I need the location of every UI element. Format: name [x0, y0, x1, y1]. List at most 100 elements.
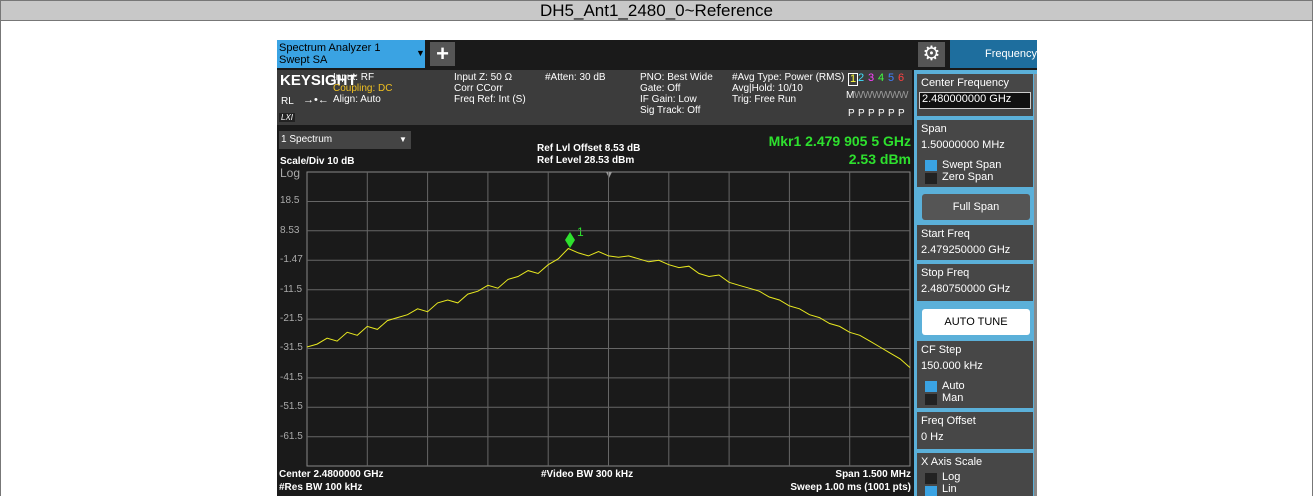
trace-detector: P [848, 108, 855, 119]
trace-number: 2 [858, 72, 865, 84]
cf-step[interactable]: CF Step 150.000 kHz [917, 341, 1033, 377]
option: Zero Span [942, 171, 994, 183]
tab-label: Swept SA [279, 54, 328, 66]
trace-number: 5 [888, 72, 895, 84]
trace-number: 1 [848, 73, 859, 86]
label: Stop Freq [921, 267, 970, 279]
trace-detector: P [898, 108, 905, 119]
x-axis-scale[interactable]: X Axis Scale Log Lin [917, 453, 1033, 496]
trace-number: 6 [898, 72, 905, 84]
trace-type: W [899, 90, 909, 101]
trace-type: W [881, 90, 891, 101]
info-text: #Atten: 30 dB [545, 72, 606, 83]
cf-toggle[interactable]: Auto Man [917, 377, 1033, 408]
option: Swept Span [942, 159, 1002, 171]
info-text: Corr CCorr [454, 83, 503, 94]
trace-type: W [890, 90, 900, 101]
y-tick-label: -1.47 [280, 254, 303, 266]
toggle-on [925, 486, 937, 496]
info-text: PNO: Best Wide [640, 72, 713, 83]
rbw: #Res BW 100 kHz [279, 482, 363, 493]
trace-type: W [872, 90, 882, 101]
frame [0, 20, 1, 496]
stop-freq[interactable]: Stop Freq 2.480750000 GHz [917, 264, 1033, 301]
window-select[interactable]: 1 Spectrum ▼ [279, 131, 411, 149]
y-tick-label: 8.53 [280, 224, 300, 236]
full-span[interactable]: Full Span [922, 194, 1030, 220]
trace-mode: M [846, 90, 855, 101]
log-label: Log [280, 166, 301, 180]
info-text: Coupling: DC [333, 83, 393, 94]
value: 2.480000000 GHz [919, 92, 1031, 109]
y-tick-label: -51.5 [280, 401, 303, 413]
info-bar [277, 70, 912, 125]
info-text: Avg|Hold: 10/10 [732, 83, 803, 94]
center: Center 2.4800000 GHz [279, 469, 384, 480]
dropdown-arrow: ▼ [416, 48, 425, 58]
brand: KEYSIGHT [280, 72, 357, 89]
rl-icon: →•← [303, 94, 329, 106]
option: Log [942, 471, 961, 483]
marker-value: 2.53 dBm [848, 151, 911, 167]
label: CF Step [921, 344, 962, 356]
toggle-on [925, 381, 937, 392]
trace-type: W [854, 90, 864, 101]
trace [306, 247, 911, 368]
value: 0 Hz [921, 431, 944, 443]
y-tick-label: -41.5 [280, 371, 303, 383]
center-freq[interactable]: Center Frequency 2.480000000 GHz [917, 74, 1033, 116]
span-toggle[interactable]: Swept Span Zero Span [917, 156, 1033, 187]
toggle-off [925, 473, 937, 484]
info-text: Freq Ref: Int (S) [454, 94, 526, 105]
span: Span 1.500 MHz [835, 469, 911, 480]
panel-tab[interactable]: Frequency [950, 40, 1037, 68]
marker-label: 1 [577, 225, 584, 239]
y-tick-label: -11.5 [280, 283, 303, 295]
value: 2.479250000 GHz [921, 244, 1011, 256]
rl: RL [281, 96, 294, 107]
trace-number: 4 [878, 72, 885, 84]
settings-button[interactable]: ⚙ [918, 42, 945, 67]
app-tab[interactable]: Spectrum Analyzer 1 Swept SA ▼ [277, 40, 425, 68]
toggle-off [925, 394, 937, 405]
freq-offset[interactable]: Freq Offset 0 Hz [917, 412, 1033, 449]
label: Start Freq [921, 228, 970, 240]
y-tick-label: -21.5 [280, 313, 303, 325]
lxi: LXI [279, 113, 296, 122]
y-tick-label: -61.5 [280, 430, 303, 442]
value: 150.000 kHz [921, 360, 983, 372]
span-item[interactable]: Span 1.50000000 MHz [917, 120, 1033, 156]
toggle-off [925, 173, 937, 184]
option: Lin [942, 483, 957, 495]
start-freq[interactable]: Start Freq 2.479250000 GHz [917, 225, 1033, 260]
tab-label: Spectrum Analyzer 1 [279, 42, 381, 54]
info-text: #Avg Type: Power (RMS) [732, 72, 845, 83]
label: Freq Offset [921, 415, 976, 427]
vbw: #Video BW 300 kHz [541, 469, 634, 480]
trace-number: 3 [868, 72, 875, 84]
toggle-on [925, 160, 937, 171]
info-text: Gate: Off [640, 83, 681, 94]
window-title: DH5_Ant1_2480_0~Reference [0, 0, 1313, 21]
trace-detector: P [878, 108, 885, 119]
info-text: Sig Track: Off [640, 105, 701, 116]
trace-detector: P [868, 108, 875, 119]
trace-detector: P [888, 108, 895, 119]
label: X Axis Scale [921, 456, 983, 468]
scale: Scale/Div 10 dB [280, 156, 355, 167]
auto-tune[interactable]: AUTO TUNE [922, 309, 1030, 335]
trace-detector: P [858, 108, 865, 119]
label: Center Frequency [921, 77, 1010, 89]
option: Man [942, 392, 964, 404]
info-text: Align: Auto [333, 94, 381, 105]
ref-offset: Ref Lvl Offset 8.53 dB [537, 143, 641, 154]
info-text: IF Gain: Low [640, 94, 697, 105]
add-button[interactable]: + [430, 42, 455, 66]
sweep: Sweep 1.00 ms (1001 pts) [790, 482, 911, 493]
y-tick-label: -31.5 [280, 342, 303, 354]
value: 2.480750000 GHz [921, 283, 1011, 295]
window-label: 1 Spectrum [281, 134, 333, 145]
y-tick-label: 18.5 [280, 195, 300, 207]
